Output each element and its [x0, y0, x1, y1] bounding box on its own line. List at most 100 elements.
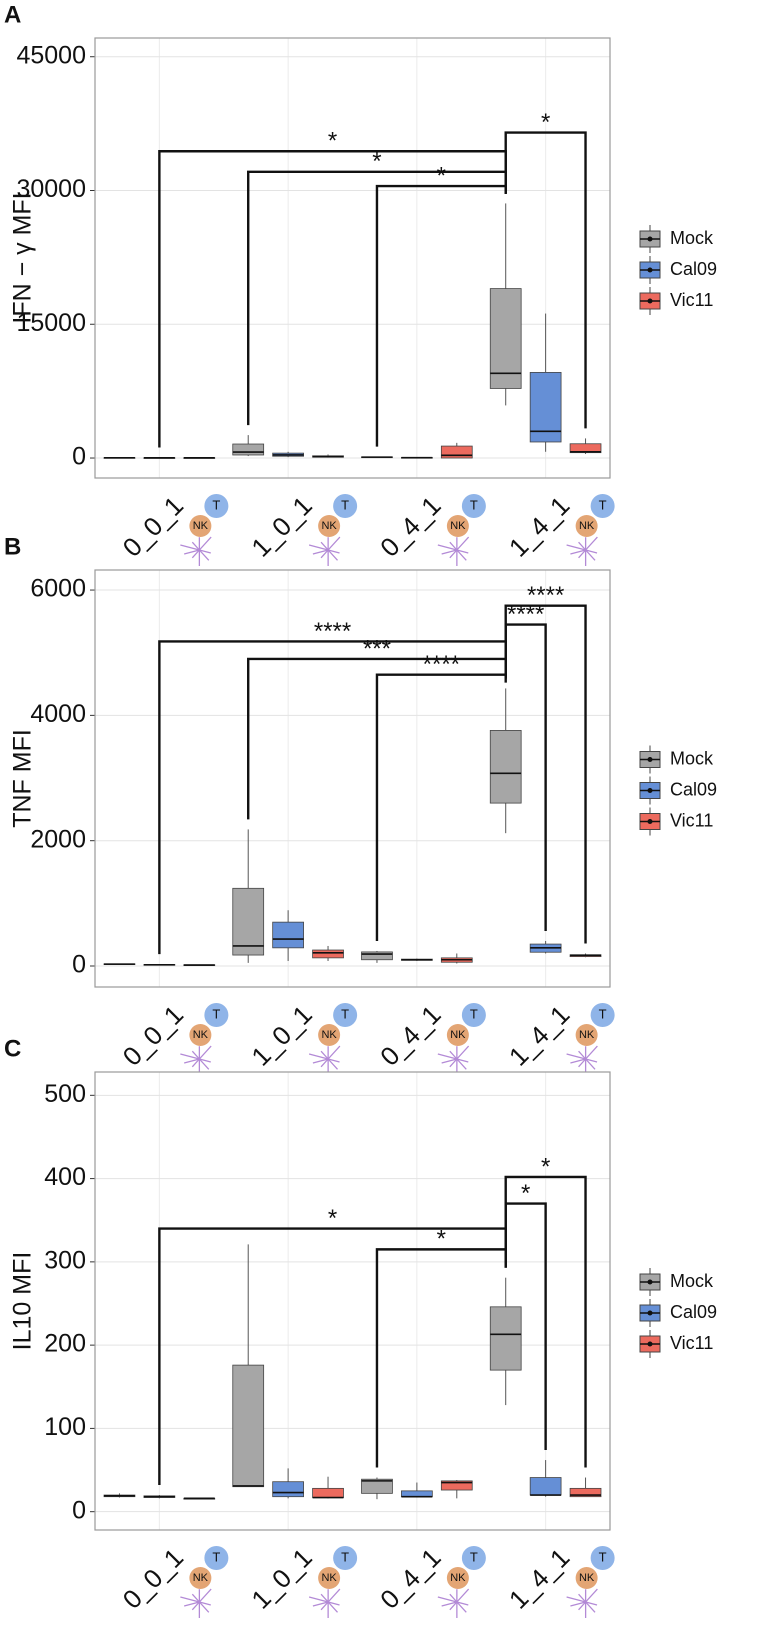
- dendritic-cell-icon: [585, 1058, 596, 1070]
- dendritic-cell-icon: [308, 1053, 329, 1060]
- y-tick-label: 2000: [30, 825, 86, 853]
- dendritic-cell-icon: [585, 1058, 598, 1063]
- dendritic-cell-icon: [578, 1601, 587, 1611]
- legend-key-dot: [647, 1310, 653, 1316]
- significance-label: ***: [363, 635, 391, 662]
- legend-label: Vic11: [670, 290, 713, 310]
- dendritic-cell-icon: [191, 1050, 200, 1060]
- x-tick-label: 0_0_1: [117, 1542, 189, 1614]
- nk-cell-label: NK: [193, 1029, 209, 1041]
- y-tick-label: 6000: [30, 575, 86, 603]
- dendritic-cell-icon: [320, 549, 329, 559]
- y-axis-label: IFN − γ MFI: [9, 192, 37, 323]
- nk-cell-label: NK: [450, 1029, 466, 1041]
- significance-bracket: [247, 170, 507, 426]
- box: [232, 887, 265, 956]
- nk-cell-label: NK: [193, 520, 209, 532]
- box: [361, 1478, 393, 1494]
- legend-label: Cal09: [670, 779, 717, 799]
- t-cell-label: T: [212, 1549, 220, 1564]
- dendritic-cell-icon: [320, 1601, 329, 1611]
- box: [569, 1487, 602, 1498]
- dendritic-cell-icon: [327, 1058, 340, 1063]
- legend-label: Mock: [670, 748, 714, 768]
- dendritic-cell-icon: [312, 1058, 329, 1064]
- nk-cell-icon: [318, 1567, 341, 1589]
- dendritic-cell-icon: [437, 1053, 458, 1060]
- dendritic-cell-icon: [585, 1588, 598, 1603]
- nk-cell-label: NK: [579, 1029, 595, 1041]
- dendritic-cell-icon: [198, 1601, 210, 1613]
- dendritic-cell-icon: [199, 1601, 211, 1606]
- dendritic-cell-icon: [441, 549, 458, 555]
- legend-label: Cal09: [670, 259, 717, 279]
- dendritic-cell-icon: [308, 544, 329, 551]
- nk-cell-label: NK: [450, 520, 466, 532]
- dendritic-cell-icon: [320, 541, 329, 551]
- y-tick-label: 100: [44, 1413, 86, 1441]
- dendritic-cell-icon: [191, 549, 200, 559]
- box: [489, 288, 522, 389]
- y-axis-label: TNF MFI: [9, 729, 37, 828]
- legend-key-dot: [647, 757, 653, 762]
- box: [489, 730, 522, 804]
- dendritic-cell-icon: [578, 1058, 587, 1068]
- dendritic-cell-icon: [578, 1593, 587, 1603]
- box: [569, 443, 602, 454]
- dendritic-cell-icon: [456, 536, 470, 551]
- dendritic-cell-icon: [456, 549, 469, 554]
- box: [272, 921, 304, 949]
- legend-label: Vic11: [670, 810, 713, 830]
- dendritic-cell-icon: [308, 1596, 329, 1603]
- nk-cell-icon: [446, 1567, 469, 1589]
- y-tick-label: 300: [44, 1246, 86, 1274]
- dendritic-cell-icon: [198, 1588, 212, 1603]
- dendritic-cell-icon: [585, 1601, 598, 1606]
- dendritic-cell-icon: [327, 1588, 341, 1603]
- nk-cell-icon: [189, 515, 212, 537]
- t-cell-icon: [333, 1003, 358, 1027]
- box: [232, 443, 265, 456]
- y-tick-label: 200: [44, 1330, 86, 1358]
- y-tick-label: 45000: [16, 41, 86, 69]
- legend-label: Vic11: [670, 1333, 713, 1353]
- dendritic-cell-icon: [456, 1058, 469, 1063]
- dendritic-cell-icon: [441, 1058, 458, 1064]
- dendritic-cell-icon: [327, 536, 341, 551]
- dendritic-cell-icon: [198, 1045, 212, 1060]
- dendritic-cell-icon: [456, 1601, 467, 1613]
- t-cell-label: T: [212, 1006, 220, 1021]
- dendritic-cell-icon: [327, 1045, 341, 1060]
- dendritic-cell-icon: [198, 1058, 210, 1070]
- dendritic-cell-icon: [327, 549, 339, 561]
- t-cell-icon: [333, 1546, 358, 1570]
- dendritic-cell-icon: [456, 1601, 469, 1606]
- legend-key-dot: [647, 1341, 653, 1347]
- dendritic-cell-icon: [180, 1053, 200, 1060]
- significance-label: *: [328, 1205, 337, 1232]
- t-cell-label: T: [341, 1006, 349, 1021]
- significance-label: ****: [527, 582, 564, 609]
- nk-cell-icon: [575, 515, 598, 537]
- t-cell-label: T: [470, 1549, 478, 1564]
- significance-label: ****: [423, 651, 460, 678]
- significance-label: *: [541, 109, 550, 136]
- plot-border: [94, 569, 611, 988]
- dendritic-cell-icon: [566, 1053, 586, 1060]
- dendritic-cell-icon: [198, 536, 212, 551]
- x-tick-label: 1_4_1: [503, 1542, 575, 1614]
- significance-bracket: [375, 673, 507, 941]
- dendritic-cell-icon: [199, 1058, 211, 1063]
- nk-cell-icon: [318, 515, 341, 537]
- dendritic-cell-icon: [456, 1045, 470, 1060]
- x-tick-label: 0_4_1: [374, 490, 446, 562]
- y-tick-label: 0: [72, 951, 86, 979]
- dendritic-cell-icon: [327, 1601, 340, 1606]
- box: [232, 1364, 265, 1488]
- dendritic-cell-icon: [180, 544, 200, 551]
- y-tick-label: 400: [44, 1163, 86, 1191]
- significance-label: *: [437, 1226, 446, 1253]
- t-cell-icon: [333, 494, 358, 518]
- dendritic-cell-icon: [437, 1596, 458, 1603]
